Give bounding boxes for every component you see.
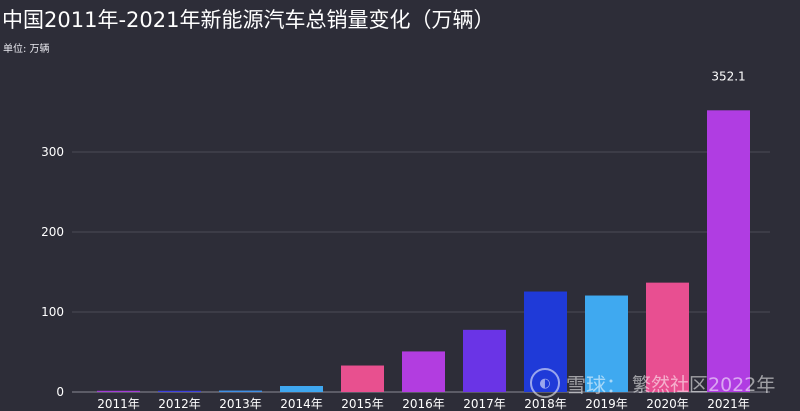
bar-2011年 <box>97 390 140 392</box>
x-tick-label-10: 2021年 <box>707 397 750 411</box>
x-tick-label-4: 2015年 <box>341 397 384 411</box>
bar-2017年 <box>463 329 506 392</box>
bar-2019年 <box>585 295 628 392</box>
bar-2015年 <box>341 365 384 392</box>
bar-2013年 <box>219 390 262 392</box>
y-tick-label-100: 100 <box>41 305 64 319</box>
bar-2014年 <box>280 386 323 392</box>
bar-2021年 <box>707 110 750 392</box>
watermark: ◐ 雪球： 繁然社区2022年 <box>530 368 775 398</box>
unit-label: 单位: 万辆 <box>3 44 50 55</box>
chart-title: 中国2011年-2021年新能源汽车总销量变化（万辆） <box>2 8 495 32</box>
y-tick-label-300: 300 <box>41 145 64 159</box>
x-tick-label-2: 2013年 <box>219 397 262 411</box>
x-tick-label-0: 2011年 <box>97 397 140 411</box>
x-tick-label-5: 2016年 <box>402 397 445 411</box>
snowball-logo-icon: ◐ <box>530 368 560 398</box>
x-tick-label-3: 2014年 <box>280 397 323 411</box>
y-tick-label-0: 0 <box>56 385 64 399</box>
y-tick-label-200: 200 <box>41 225 64 239</box>
watermark-author: 繁然社区2022年 <box>632 373 776 396</box>
data-label-10: 352.1 <box>711 69 745 83</box>
x-tick-label-9: 2020年 <box>646 397 689 411</box>
x-tick-label-8: 2019年 <box>585 397 628 411</box>
x-tick-label-1: 2012年 <box>158 397 201 411</box>
watermark-site: 雪球： <box>566 372 626 397</box>
bar-2012年 <box>158 390 201 392</box>
x-tick-label-7: 2018年 <box>524 397 567 411</box>
bar-2016年 <box>402 351 445 392</box>
x-tick-label-6: 2017年 <box>463 397 506 411</box>
bar-2020年 <box>646 282 689 392</box>
